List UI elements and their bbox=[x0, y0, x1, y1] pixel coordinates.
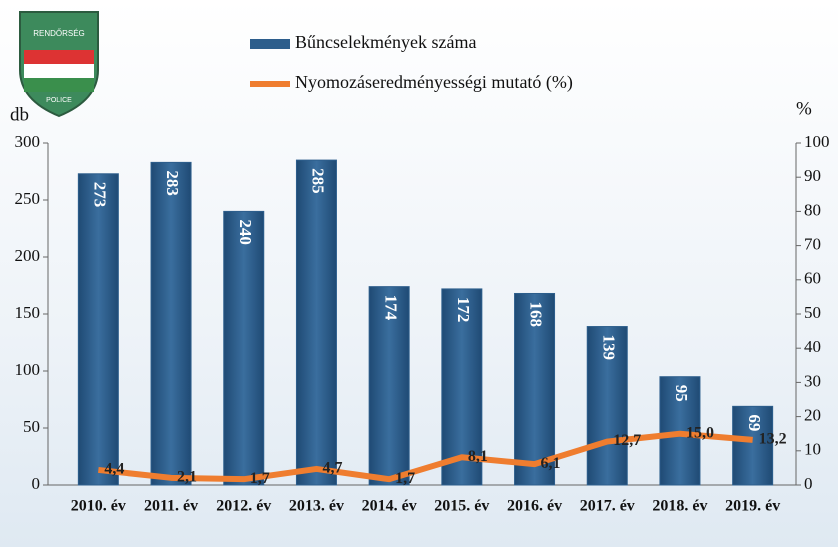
bar-value-label: 172 bbox=[454, 297, 473, 323]
x-tick-label: 2016. év bbox=[507, 498, 562, 515]
y2-tick-label: 50 bbox=[804, 303, 821, 322]
bar-value-label: 139 bbox=[599, 335, 618, 361]
x-tick-label: 2017. év bbox=[580, 498, 635, 515]
y-tick-label: 0 bbox=[32, 474, 41, 493]
y-tick-label: 50 bbox=[23, 417, 40, 436]
logo-stripe bbox=[24, 78, 94, 92]
logo-text: RENDŐRSÉG bbox=[33, 29, 85, 38]
bar bbox=[151, 162, 191, 485]
y-axis-label: db bbox=[10, 104, 29, 125]
y-tick-label: 150 bbox=[15, 303, 41, 322]
bar bbox=[224, 211, 264, 485]
line-value-label: 1,7 bbox=[250, 470, 270, 487]
bar-value-label: 95 bbox=[672, 385, 691, 402]
y2-tick-label: 0 bbox=[804, 474, 813, 493]
x-tick-label: 2014. év bbox=[362, 498, 417, 515]
bar bbox=[296, 160, 336, 485]
x-tick-label: 2010. év bbox=[71, 498, 126, 515]
legend-label: Nyomozáseredményességi mutató (%) bbox=[295, 72, 573, 93]
y2-tick-label: 70 bbox=[804, 235, 821, 254]
bar-value-label: 283 bbox=[163, 170, 182, 196]
y2-axis-label: % bbox=[796, 98, 812, 119]
line-value-label: 8,1 bbox=[468, 448, 488, 465]
bar-value-label: 174 bbox=[381, 295, 400, 321]
legend-label: Bűncselekmények száma bbox=[295, 32, 476, 52]
line-value-label: 6,1 bbox=[541, 455, 561, 472]
bar-value-label: 285 bbox=[309, 168, 328, 194]
y2-tick-label: 60 bbox=[804, 269, 821, 288]
x-tick-label: 2012. év bbox=[216, 498, 271, 515]
x-tick-label: 2011. év bbox=[144, 498, 198, 515]
line-value-label: 15,0 bbox=[686, 424, 714, 441]
x-tick-label: 2019. év bbox=[725, 498, 780, 515]
y2-tick-label: 10 bbox=[804, 440, 821, 459]
y-tick-label: 250 bbox=[15, 189, 41, 208]
y2-tick-label: 40 bbox=[804, 337, 821, 356]
y-tick-label: 300 bbox=[15, 132, 41, 151]
bar-value-label: 69 bbox=[745, 414, 764, 431]
line-value-label: 2,1 bbox=[177, 468, 197, 485]
bar-value-label: 273 bbox=[90, 182, 109, 208]
y2-tick-label: 30 bbox=[804, 371, 821, 390]
x-tick-label: 2015. év bbox=[434, 498, 489, 515]
logo-text: POLICE bbox=[46, 97, 72, 104]
x-tick-label: 2013. év bbox=[289, 498, 344, 515]
line-value-label: 4,4 bbox=[104, 461, 124, 478]
chart: RENDŐRSÉG POLICE db % 050100150200250300… bbox=[0, 0, 838, 547]
line-value-label: 4,7 bbox=[322, 460, 342, 477]
line-value-label: 1,7 bbox=[395, 470, 415, 487]
line-value-label: 12,7 bbox=[613, 432, 641, 449]
y2-tick-label: 20 bbox=[804, 406, 821, 425]
bar-value-label: 168 bbox=[527, 301, 546, 327]
line-value-label: 13,2 bbox=[759, 431, 787, 448]
logo-stripe bbox=[24, 64, 94, 78]
y2-tick-label: 80 bbox=[804, 200, 821, 219]
bar-value-label: 240 bbox=[236, 219, 255, 245]
bar bbox=[78, 174, 118, 485]
legend-swatch bbox=[250, 39, 290, 49]
logo-stripe bbox=[24, 50, 94, 64]
y2-tick-label: 100 bbox=[804, 132, 830, 151]
y-tick-label: 100 bbox=[15, 360, 41, 379]
x-tick-label: 2018. év bbox=[652, 498, 707, 515]
y2-tick-label: 90 bbox=[804, 166, 821, 185]
y-tick-label: 200 bbox=[15, 246, 41, 265]
